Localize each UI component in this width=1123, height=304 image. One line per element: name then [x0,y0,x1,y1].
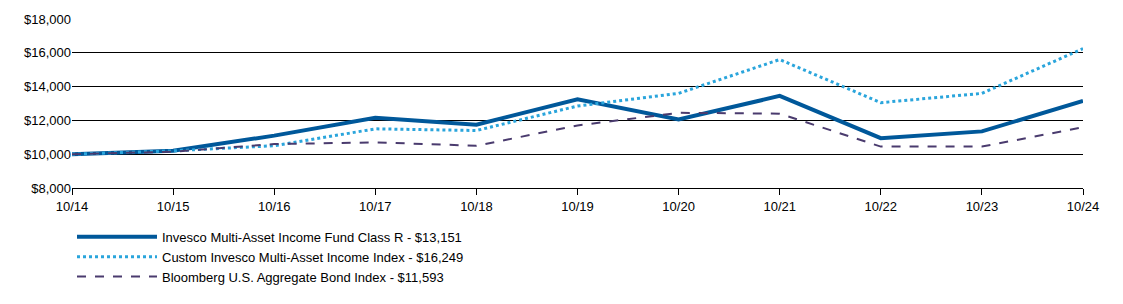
svg-text:10/22: 10/22 [865,199,898,214]
svg-text:$14,000: $14,000 [24,79,71,94]
svg-text:10/16: 10/16 [258,199,291,214]
svg-text:10/21: 10/21 [763,199,796,214]
svg-text:Custom Invesco Multi-Asset Inc: Custom Invesco Multi-Asset Income Index … [162,250,463,265]
svg-text:10/20: 10/20 [662,199,695,214]
svg-text:10/23: 10/23 [966,199,999,214]
svg-text:10/17: 10/17 [359,199,392,214]
svg-text:$8,000: $8,000 [31,181,71,196]
svg-text:Bloomberg U.S. Aggregate Bond: Bloomberg U.S. Aggregate Bond Index - $1… [162,270,444,285]
svg-text:10/14: 10/14 [56,199,89,214]
svg-text:Invesco Multi-Asset Income Fun: Invesco Multi-Asset Income Fund Class R … [162,230,462,245]
svg-text:10/24: 10/24 [1067,199,1100,214]
svg-text:10/15: 10/15 [157,199,190,214]
svg-text:$10,000: $10,000 [24,147,71,162]
svg-text:$12,000: $12,000 [24,113,71,128]
svg-text:10/19: 10/19 [561,199,594,214]
svg-text:$16,000: $16,000 [24,45,71,60]
svg-text:$18,000: $18,000 [24,12,71,27]
svg-text:10/18: 10/18 [460,199,493,214]
